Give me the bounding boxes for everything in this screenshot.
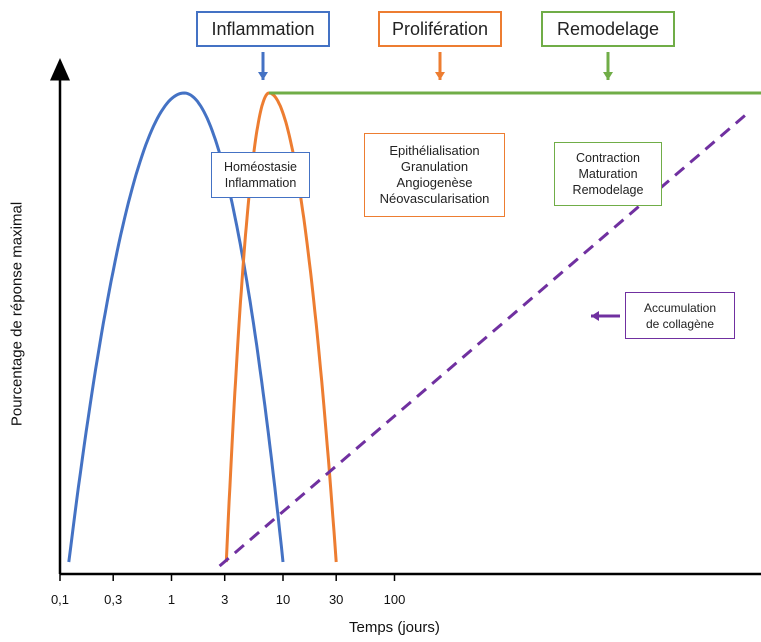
note-box-collagene: Accumulation de collagène [625,292,735,339]
x-axis-label: Temps (jours) [349,619,440,636]
phase-label-proliferation: Prolifération [391,18,489,39]
phase-box-inflammation: Inflammation [196,11,330,47]
series-line-inflammation [67,91,285,563]
x-tick-label: 3 [221,592,228,607]
note-line: Néovascularisation [379,191,490,206]
phase-box-remodelage: Remodelage [541,11,675,47]
note-line: Contraction [576,151,640,165]
note-line: Remodelage [572,183,644,197]
x-tick-label: 0,3 [104,592,122,607]
x-tick-label: 1 [168,592,175,607]
note-box-remodelage: Contraction Maturation Remodelage [554,142,662,206]
note-line: Angiogenèse [396,175,473,190]
arrow-remodelage [603,52,613,80]
phase-label-remodelage: Remodelage [556,18,660,39]
arrow-proliferation [435,52,445,80]
x-tick-label: 10 [276,592,290,607]
note-box-inflammation: Homéostasie Inflammation [211,152,310,198]
arrow-collagene [591,311,620,321]
note-line: Accumulation [643,300,717,315]
note-line: Homéostasie [224,160,297,174]
x-tick-label: 0,1 [51,592,69,607]
note-line: de collagène [645,316,715,331]
note-box-proliferation: Epithélialisation Granulation Angiogenès… [364,133,505,217]
phase-box-proliferation: Prolifération [378,11,502,47]
note-line: Granulation [400,159,469,174]
phase-label-inflammation: Inflammation [211,18,315,39]
note-line: Maturation [578,167,638,181]
x-tick-label: 30 [329,592,343,607]
y-axis-label: Pourcentage de réponse maximal [8,201,26,427]
note-line: Epithélialisation [389,143,480,158]
note-line: Inflammation [224,176,297,190]
x-tick-label: 100 [384,592,406,607]
arrow-inflammation [258,52,268,80]
